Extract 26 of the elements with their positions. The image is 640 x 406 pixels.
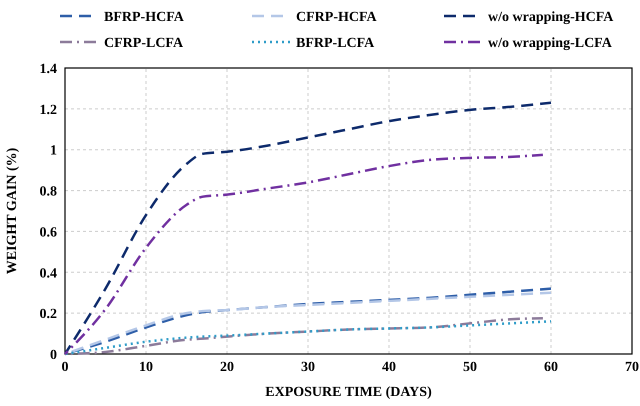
legend-label: BFRP-LCFA <box>296 36 376 51</box>
x-axis-title: EXPOSURE TIME (DAYS) <box>265 385 432 400</box>
legend-label: CFRP-LCFA <box>104 36 184 51</box>
legend-label: w/o wrapping-HCFA <box>488 10 614 25</box>
line-series <box>64 154 544 356</box>
x-tick-label: 50 <box>463 360 477 375</box>
x-tick-label: 70 <box>625 360 639 375</box>
line-series <box>64 101 552 356</box>
legend-label: w/o wrapping-LCFA <box>488 36 613 51</box>
legend-label: CFRP-HCFA <box>296 10 378 25</box>
x-tick-label: 20 <box>220 360 234 375</box>
x-tick-label: 0 <box>62 360 68 375</box>
x-tick-label: 10 <box>139 360 153 375</box>
y-tick-label: 0.4 <box>40 266 57 282</box>
y-tick-label: 1.2 <box>40 102 57 118</box>
legend-label: BFRP-HCFA <box>104 10 185 25</box>
y-tick-label: 0.8 <box>40 184 57 200</box>
x-tick-label: 30 <box>301 360 315 375</box>
y-tick-label: 0.2 <box>40 307 57 322</box>
y-tick-label: 0.6 <box>40 225 57 240</box>
y-axis-title: WEIGHT GAIN (%) <box>5 147 20 274</box>
y-tick-label: 0 <box>50 348 57 363</box>
y-tick-label: 1.4 <box>40 62 57 77</box>
x-tick-label: 40 <box>382 360 396 375</box>
y-tick-label: 1 <box>50 144 57 159</box>
x-tick-label: 60 <box>544 360 558 375</box>
